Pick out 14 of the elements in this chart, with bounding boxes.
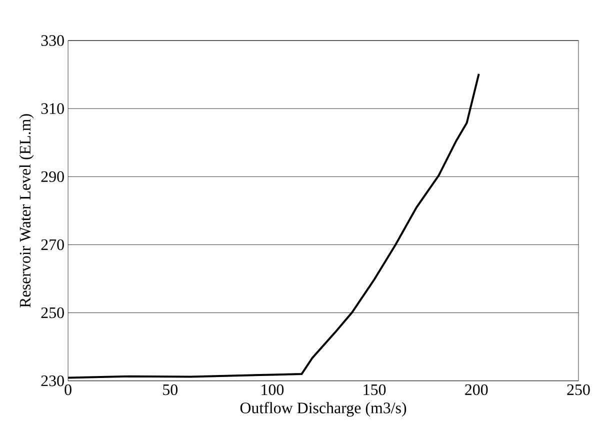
y-tick-label: 250	[41, 307, 64, 318]
x-axis-title: Outflow Discharge (m3/s)	[240, 402, 406, 417]
y-tick-label: 330	[41, 35, 64, 46]
x-tick-label: 150	[364, 384, 386, 396]
y-tick-label: 230	[41, 375, 64, 386]
y-tick-label: 290	[41, 171, 64, 182]
y-tick-label: 310	[41, 103, 64, 114]
y-axis-title: Reservoir Water Level (EL.m)	[19, 114, 34, 308]
x-tick-label: 50	[163, 384, 178, 396]
x-tick-label: 100	[262, 384, 284, 396]
x-tick-label: 0	[64, 384, 72, 396]
y-tick-label: 270	[41, 239, 64, 250]
x-tick-label: 200	[465, 384, 488, 396]
x-tick-label: 250	[567, 384, 590, 396]
